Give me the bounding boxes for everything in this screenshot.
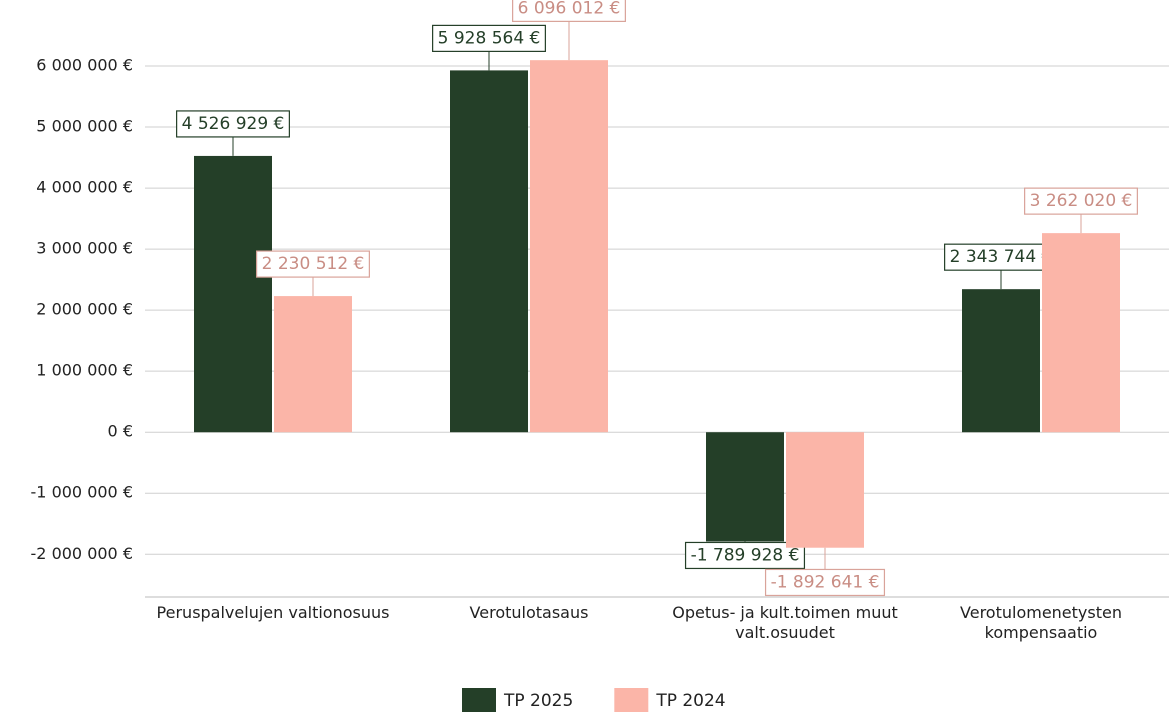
y-tick-label: 0 € <box>108 422 133 441</box>
label-box <box>256 250 370 278</box>
data-label: 4 526 929 € <box>182 114 285 134</box>
legend-label: TP 2024 <box>655 691 725 711</box>
bar <box>786 432 864 548</box>
x-tick-label: Peruspalvelujen valtionosuus <box>156 603 390 622</box>
label-box <box>764 568 886 597</box>
y-tick-label: 3 000 000 € <box>36 239 133 258</box>
bar <box>450 70 528 433</box>
x-tick-label: Opetus- ja kult.toimen muut valt.osuudet <box>672 603 898 642</box>
bar <box>1042 233 1120 433</box>
y-tick-label: 5 000 000 € <box>36 117 133 136</box>
bar <box>194 155 272 433</box>
data-label: -1 892 641 € <box>771 572 880 592</box>
y-tick-label: 2 000 000 € <box>36 300 133 319</box>
y-tick-label: -1 000 000 € <box>31 483 133 502</box>
label-box <box>1024 187 1138 215</box>
data-label: 2 230 512 € <box>262 254 365 274</box>
bar <box>962 289 1040 433</box>
data-label: -1 789 928 € <box>691 545 800 565</box>
y-tick-label: -2 000 000 € <box>31 544 133 563</box>
bar <box>706 432 784 542</box>
label-box <box>684 541 806 570</box>
x-tick-label: Verotulomenetysten kompensaatio <box>960 603 1122 642</box>
x-tick-label: Verotulotasaus <box>469 603 589 622</box>
bar <box>274 296 352 433</box>
data-label: 3 262 020 € <box>1030 191 1133 211</box>
y-tick-label: 1 000 000 € <box>36 361 133 380</box>
data-label: 2 343 744 € <box>950 247 1053 267</box>
label-box <box>432 24 546 52</box>
label-box <box>512 0 626 22</box>
y-tick-label: 4 000 000 € <box>36 178 133 197</box>
label-box <box>176 110 290 138</box>
legend-swatch <box>614 688 649 712</box>
data-label: 6 096 012 € <box>518 0 621 18</box>
bar <box>530 60 608 433</box>
data-label: 5 928 564 € <box>438 28 541 48</box>
legend-swatch <box>462 688 496 712</box>
y-tick-label: 6 000 000 € <box>36 56 133 75</box>
legend-label: TP 2025 <box>503 691 573 711</box>
label-box <box>944 243 1058 271</box>
